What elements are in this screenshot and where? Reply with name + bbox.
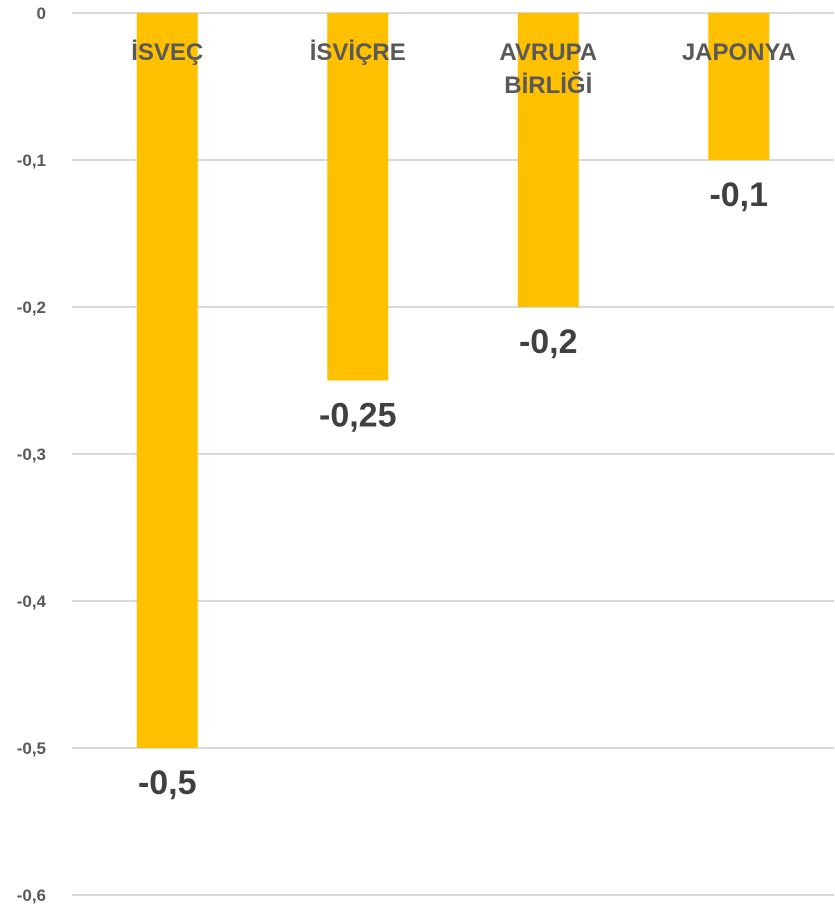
category-label: AVRUPA	[499, 39, 597, 66]
category-label: JAPONYA	[682, 39, 796, 66]
grid-lines	[72, 12, 834, 896]
category-label: BİRLİĞİ	[504, 71, 592, 99]
data-label: -0,25	[319, 397, 397, 435]
y-tick-label: -0,3	[17, 445, 46, 464]
data-label: -0,1	[709, 176, 768, 214]
bars	[136, 13, 770, 748]
y-tick-label: -0,1	[17, 151, 46, 170]
category-label: İSVİÇRE	[310, 39, 406, 66]
data-label: -0,5	[138, 764, 197, 802]
y-tick-label: -0,2	[17, 298, 46, 317]
y-tick-label: -0,4	[17, 592, 47, 611]
data-label: -0,2	[519, 323, 578, 361]
bar	[708, 13, 770, 160]
bar	[517, 13, 579, 307]
y-axis-tick-labels: 0 -0,1 -0,2 -0,3 -0,4 -0,5 -0,6	[17, 4, 47, 905]
y-tick-label: -0,5	[17, 739, 46, 758]
category-labels: İSVEÇ İSVİÇRE AVRUPA BİRLİĞİ JAPONYA	[131, 39, 795, 99]
category-label: İSVEÇ	[131, 39, 203, 66]
y-tick-label: 0	[37, 4, 46, 23]
bar	[136, 13, 198, 748]
data-labels: -0,5 -0,25 -0,2 -0,1	[138, 176, 768, 802]
bar	[327, 13, 389, 381]
y-tick-label: -0,6	[17, 886, 46, 905]
